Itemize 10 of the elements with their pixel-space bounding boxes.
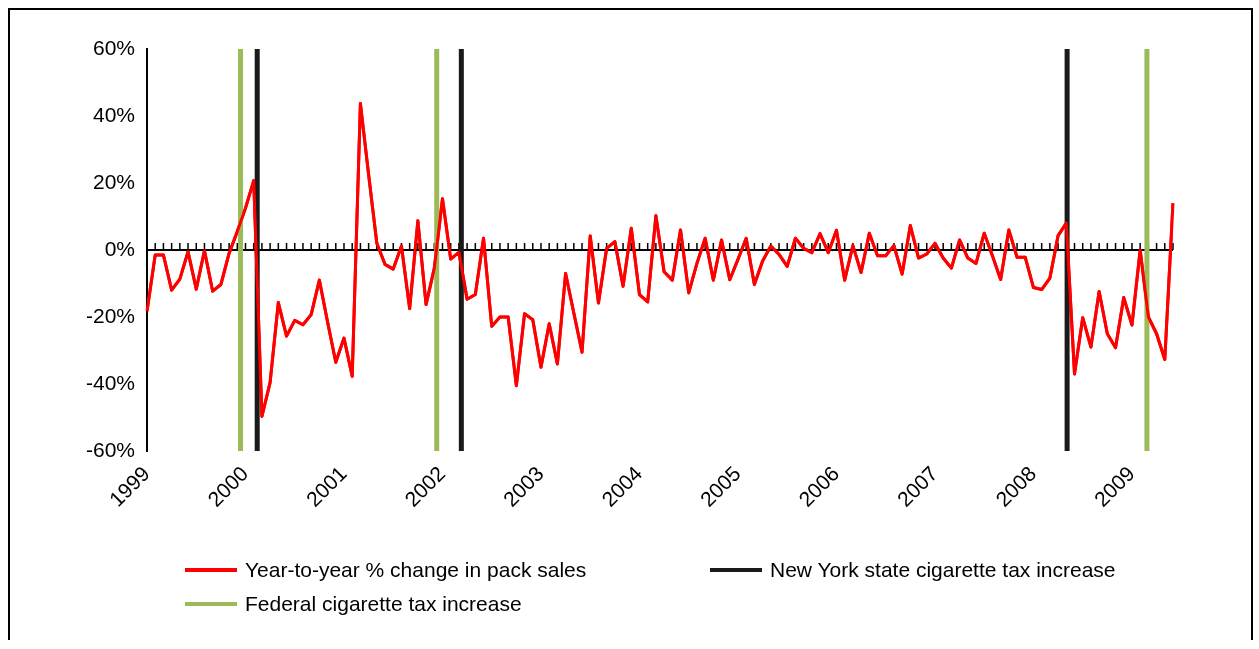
y-tick-label: -20% [85,303,135,327]
legend-label: Year-to-year % change in pack sales [245,558,587,582]
legend-label: New York state cigarette tax increase [770,558,1116,582]
y-tick-label: 60% [92,35,135,59]
y-tick-label: 20% [92,169,135,193]
y-tick-label: 0% [104,236,135,260]
y-tick-label: -60% [85,437,135,461]
legend-label: Federal cigarette tax increase [245,592,522,616]
y-tick-label: -40% [85,370,135,394]
y-tick-label: 40% [92,102,135,126]
